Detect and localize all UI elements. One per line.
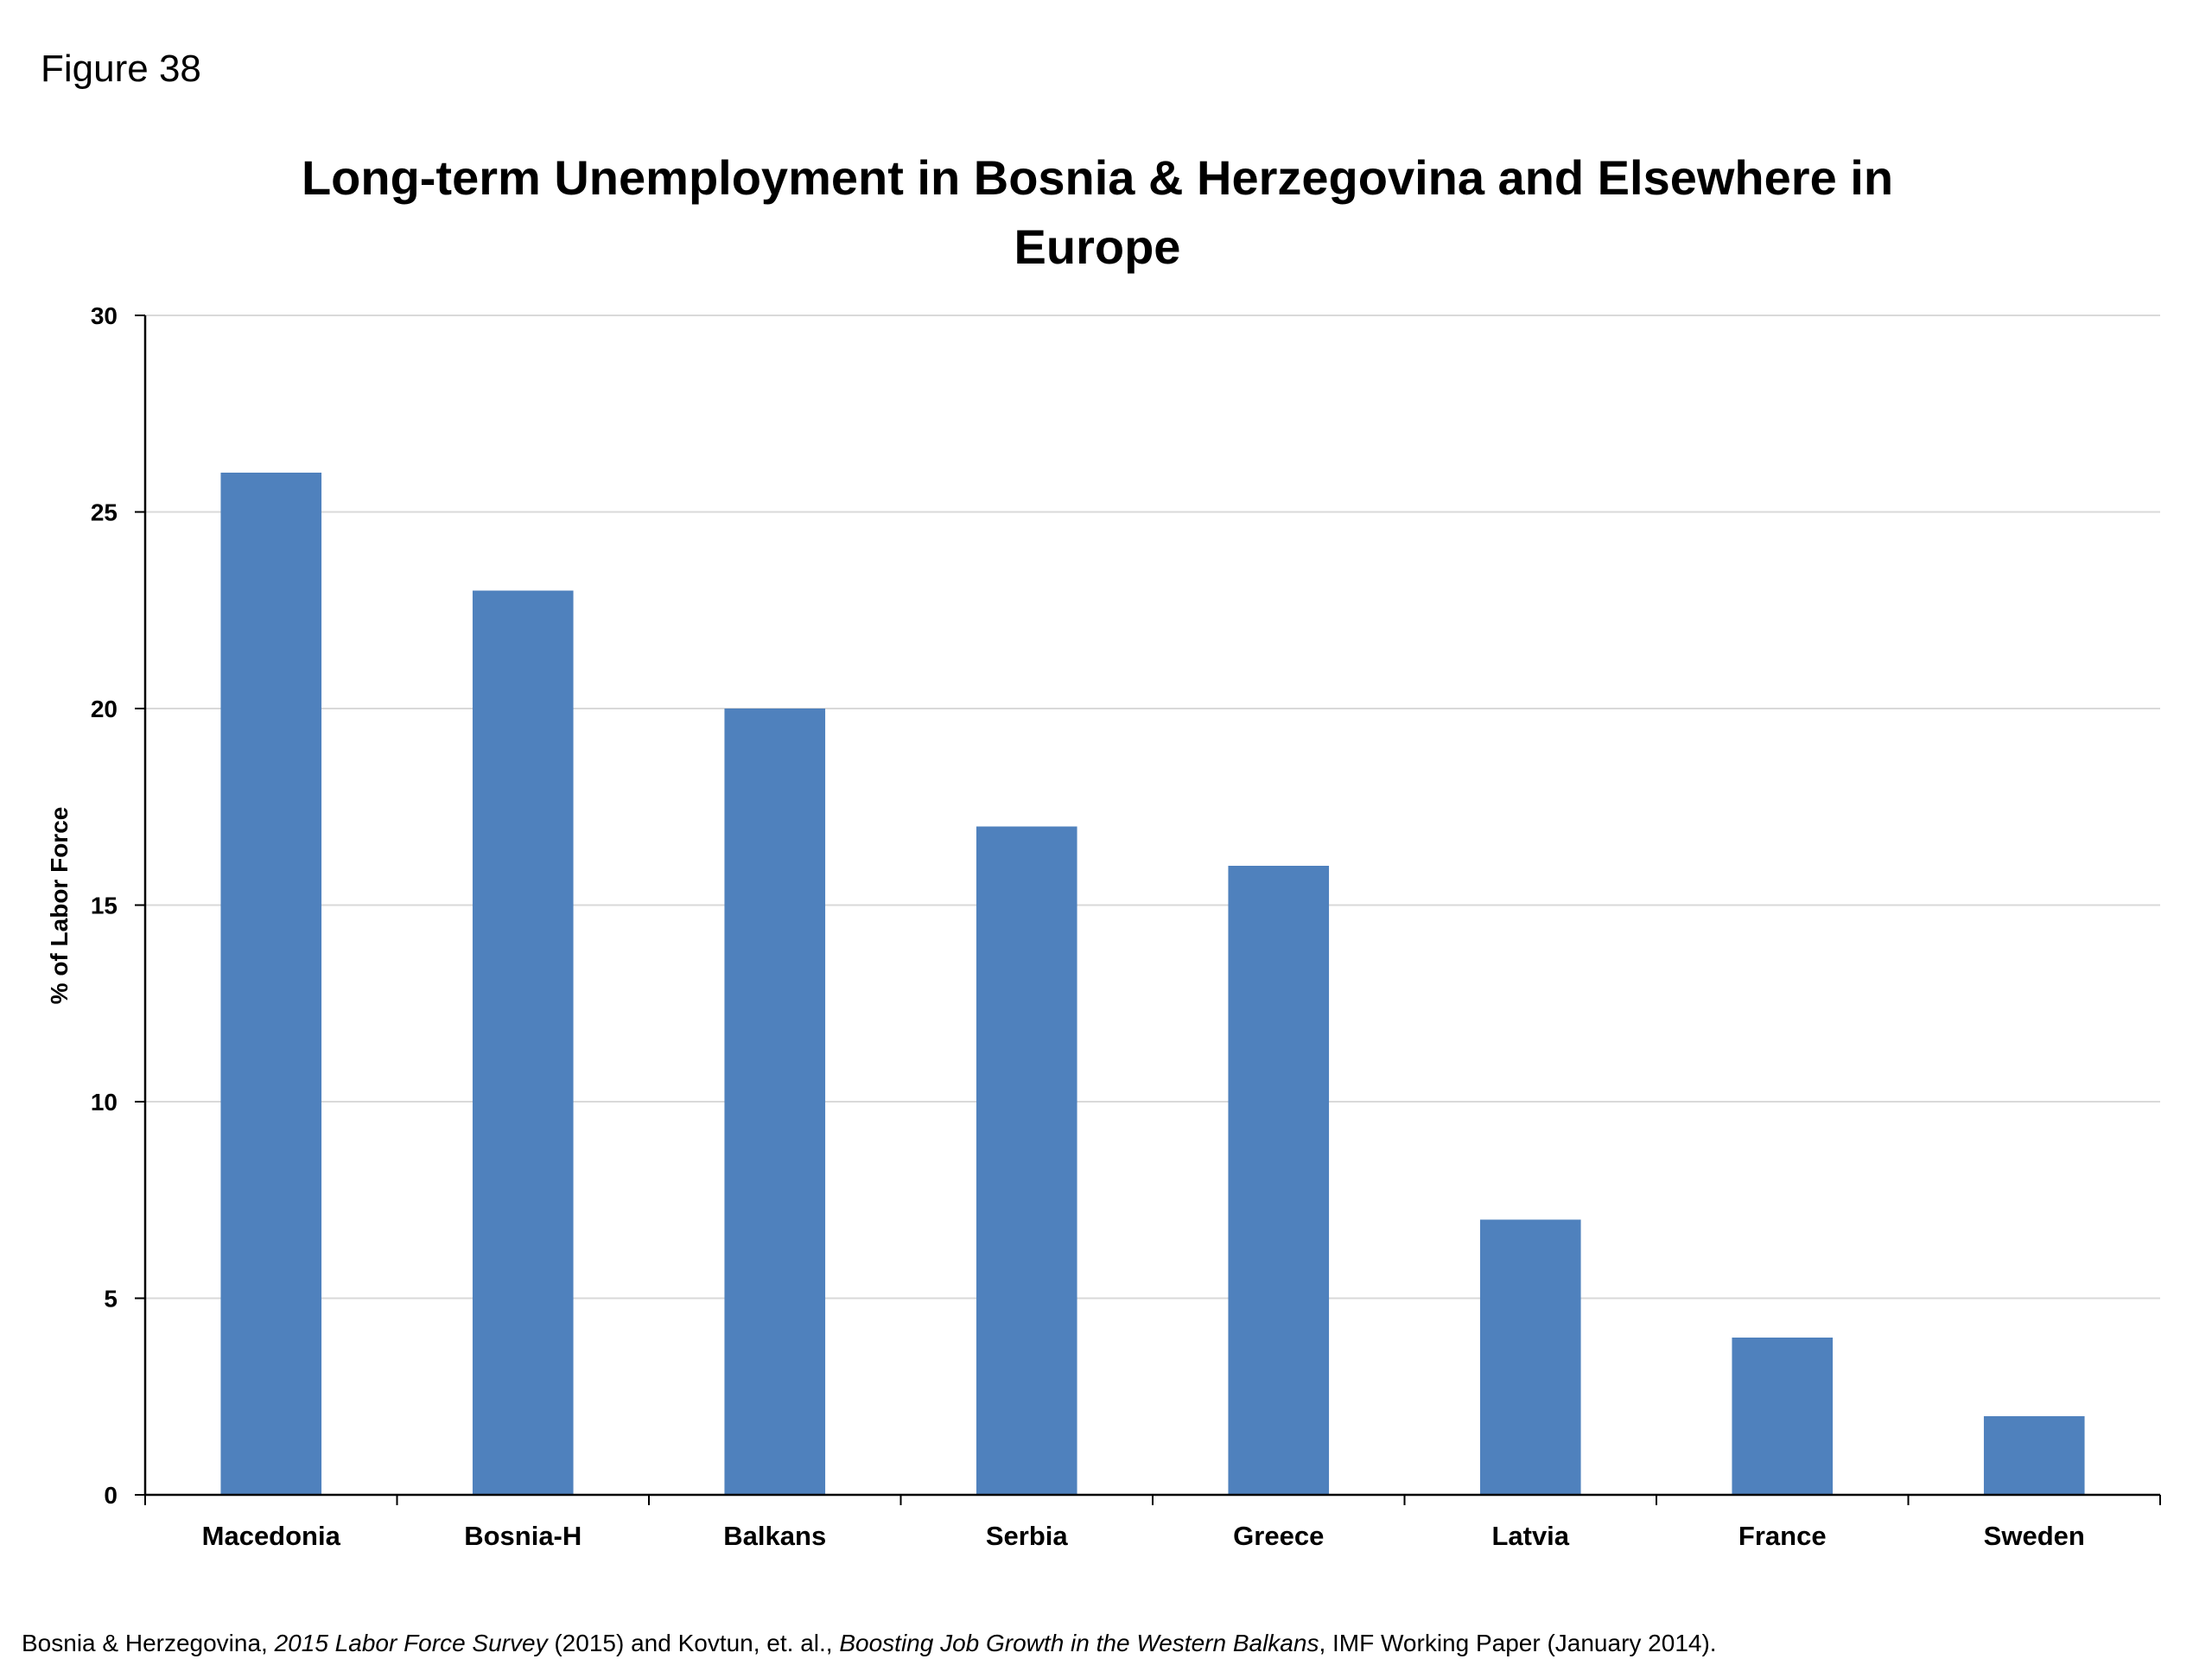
x-tick-label: Latvia	[1491, 1521, 1569, 1551]
y-axis-title: % of Labor Force	[46, 807, 73, 1005]
y-tick-labels: 0 5 10 15 20 25 30	[91, 302, 118, 1509]
bar	[1732, 1338, 1834, 1495]
x-tick-labels: Macedonia Bosnia-H Balkans Serbia Greece Latv…	[202, 1521, 2085, 1551]
y-tick-label: 0	[104, 1482, 118, 1509]
x-tick-label: Sweden	[1984, 1521, 2085, 1551]
source-note-survey-title: 2015 Labor Force Survey	[274, 1630, 548, 1656]
bar	[1228, 866, 1330, 1495]
x-tick-label: Greece	[1233, 1521, 1324, 1551]
source-note-text-2: (2015) and Kovtun, et. al.,	[547, 1630, 840, 1656]
y-tick-label: 20	[91, 696, 118, 722]
x-tick-label: Macedonia	[202, 1521, 341, 1551]
source-note: Bosnia & Herzegovina, 2015 Labor Force S…	[22, 1630, 1717, 1657]
y-tick-label: 15	[91, 893, 118, 919]
source-note-text-1: Bosnia & Herzegovina,	[22, 1630, 275, 1656]
y-tick-label: 30	[91, 302, 118, 329]
bar	[1479, 1219, 1581, 1495]
y-tick-label: 5	[104, 1286, 118, 1313]
bar	[472, 590, 574, 1495]
chart-title: Long-term Unemployment in Bosnia & Herze…	[301, 150, 1894, 274]
source-note-paper-title: Boosting Job Growth in the Western Balka…	[839, 1630, 1319, 1656]
gridlines	[145, 315, 2160, 1300]
figure-label: Figure 38	[41, 48, 201, 90]
bars	[220, 473, 2085, 1495]
source-note-text-3: , IMF Working Paper (January 2014).	[1319, 1630, 1717, 1656]
bar	[1983, 1416, 2085, 1495]
bar	[724, 709, 826, 1495]
bar	[976, 826, 1077, 1495]
x-tick-label: France	[1738, 1521, 1827, 1551]
x-tick-label: Balkans	[723, 1521, 826, 1551]
y-tick-label: 25	[91, 499, 118, 526]
x-tick-label: Serbia	[986, 1521, 1069, 1551]
y-tick-label: 10	[91, 1089, 118, 1116]
x-tick-label: Bosnia-H	[464, 1521, 582, 1551]
axes	[135, 315, 2161, 1505]
bar	[220, 473, 322, 1495]
